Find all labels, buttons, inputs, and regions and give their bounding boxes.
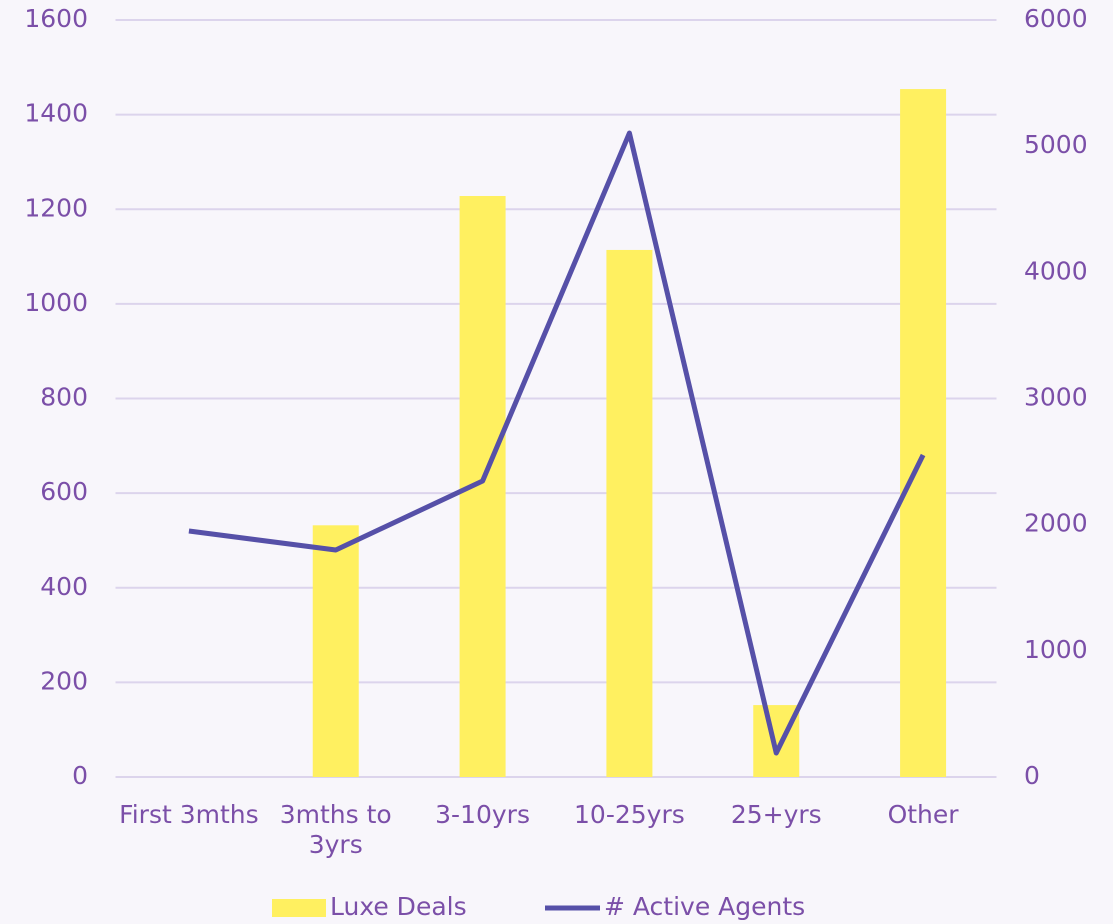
y-tick-label: 400 [40,572,88,601]
y2-tick-label: 6000 [1024,4,1088,33]
y-tick-label: 1600 [24,4,88,33]
bar [606,249,653,778]
y2-tick-label: 0 [1024,761,1040,790]
y-tick-label: 1200 [24,193,88,222]
y2-tick-label: 2000 [1024,509,1088,538]
y2-tick-label: 3000 [1024,383,1088,412]
y2-tick-label: 4000 [1024,256,1088,285]
y-tick-label: 800 [40,383,88,412]
y-tick-label: 1400 [24,99,88,128]
x-tick-label: 3-10yrs [435,800,530,829]
bar [900,89,947,778]
y-tick-label: 600 [40,477,88,506]
y-tick-label: 200 [40,666,88,695]
bar [312,525,359,777]
y2-tick-label: 5000 [1024,130,1088,159]
legend-label: Luxe Deals [330,892,467,921]
legend-label: # Active Agents [604,892,805,921]
x-tick-label: 10-25yrs [574,800,685,829]
y-tick-label: 1000 [24,288,88,317]
y2-tick-label: 1000 [1024,635,1088,664]
line [188,130,926,756]
x-tick-label: Other [887,800,959,829]
x-tick-label: 3mths to 3yrs [279,800,392,859]
x-tick-label: First 3mths [119,800,259,829]
x-tick-label: 25+yrs [730,800,822,829]
legend-swatch [272,899,326,917]
y-tick-label: 0 [72,761,88,790]
